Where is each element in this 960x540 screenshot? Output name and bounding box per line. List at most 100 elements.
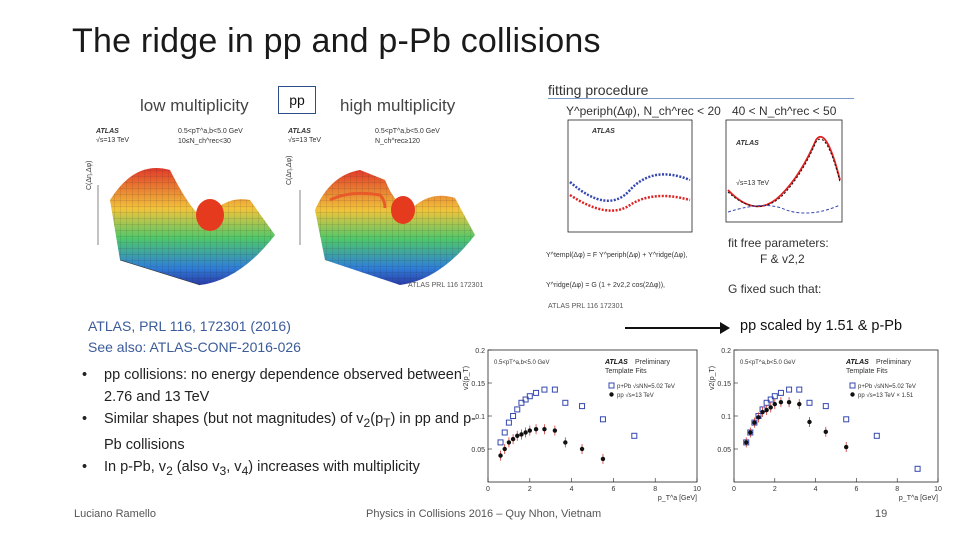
energy-label-high: √s=13 TeV bbox=[288, 137, 322, 144]
data-point-pp bbox=[823, 429, 828, 435]
high-nch-label: N_ch^rec≥120 bbox=[375, 138, 420, 145]
preliminary-label: Preliminary bbox=[635, 359, 671, 366]
x-tick-label: 2 bbox=[528, 486, 532, 493]
plot-frame bbox=[487, 349, 698, 483]
data-point-ppb bbox=[505, 419, 512, 426]
x-tick-label: 8 bbox=[895, 486, 899, 493]
data-point-pp bbox=[768, 405, 773, 410]
fit-free-params-2: F & v2,2 bbox=[760, 252, 805, 266]
fit-plot-left bbox=[567, 119, 693, 233]
data-point-ppb bbox=[599, 416, 606, 423]
data-point-ppb bbox=[518, 399, 525, 406]
slide-number: 19 bbox=[875, 508, 888, 520]
data-point-ppb bbox=[777, 389, 784, 396]
data-point-pp bbox=[844, 444, 849, 450]
data-point-ppb bbox=[786, 386, 793, 393]
y-tick-label: 0.2 bbox=[721, 348, 731, 355]
pp-box: pp bbox=[278, 86, 316, 114]
bullet-1: pp collisions: no energy dependence obse… bbox=[78, 364, 478, 408]
data-point-ppb bbox=[522, 396, 529, 403]
x-tick-label: 4 bbox=[570, 486, 574, 493]
atlas-label-low: ATLAS bbox=[96, 128, 119, 135]
fit-right-black bbox=[727, 138, 841, 207]
arrow-head bbox=[720, 322, 730, 334]
legend-label: pp √s=13 TeV × 1.51 bbox=[858, 392, 914, 399]
fit-right-red bbox=[727, 135, 841, 208]
data-point-pp bbox=[533, 427, 539, 432]
data-point-ppb bbox=[914, 465, 921, 472]
references: ATLAS, PRL 116, 172301 (2016) See also: … bbox=[88, 316, 301, 358]
data-point-pp bbox=[797, 401, 802, 407]
y-axis-label: v2(p_T) bbox=[463, 366, 470, 390]
v2-chart-left: 0.05 0.1 0.15 0.2 0 2 4 6 8 10 p_T^a [GeV] v2(p_T) A… bbox=[463, 348, 701, 502]
data-point-ppb bbox=[806, 399, 813, 406]
data-point-ppb bbox=[533, 389, 540, 396]
fit-right-blue bbox=[727, 204, 841, 214]
x-tick-label: 6 bbox=[611, 486, 615, 493]
data-point-pp bbox=[772, 401, 777, 407]
data-point-ppb bbox=[631, 432, 638, 439]
x-tick-label: 2 bbox=[773, 486, 777, 493]
surface-high-peak bbox=[391, 196, 415, 224]
low-multiplicity-label: low multiplicity bbox=[140, 96, 249, 115]
data-point-ppb bbox=[497, 439, 504, 446]
data-point-pp bbox=[510, 436, 516, 442]
data-point-pp bbox=[786, 399, 792, 405]
fit-right-title: 40 < N_ch^rec < 50 bbox=[732, 104, 837, 118]
legend-label: p+Pb √sNN=5.02 TeV bbox=[617, 383, 675, 390]
v2-chart-right: 0.05 0.1 0.15 0.2 0 2 4 6 8 10 p_T^a [GeV] v2(p_T) A… bbox=[709, 348, 942, 502]
preliminary-label: Preliminary bbox=[876, 359, 912, 366]
prl-small: ATLAS PRL 116 172301 bbox=[548, 303, 624, 310]
surface-plot-low bbox=[97, 168, 275, 286]
surface-ylabel-low: C(Δη,Δφ) bbox=[86, 160, 93, 190]
data-point-pp bbox=[552, 428, 558, 433]
plot-frame bbox=[733, 349, 939, 483]
data-point-pp bbox=[579, 446, 585, 452]
x-axis-label: p_T^a [GeV] bbox=[658, 495, 697, 502]
prl-label: ATLAS PRL 116 172301 bbox=[408, 282, 484, 289]
y-tick-label: 0.05 bbox=[717, 447, 731, 454]
x-tick-label: 10 bbox=[693, 486, 701, 493]
bullet-list: pp collisions: no energy dependence obse… bbox=[78, 364, 478, 482]
x-tick-label: 0 bbox=[486, 486, 490, 493]
eq2: Y^ridge(Δφ) = G (1 + 2v2,2 cos(2Δφ)), bbox=[546, 282, 665, 289]
g-fixed: G fixed such that: bbox=[728, 282, 822, 296]
y-tick-label: 0.15 bbox=[717, 381, 731, 388]
data-point-ppb bbox=[562, 399, 569, 406]
surface-low-peak bbox=[196, 199, 224, 231]
x-tick-label: 0 bbox=[732, 486, 736, 493]
template-label: Template Fits bbox=[605, 368, 647, 375]
fit-right-energy: √s=13 TeV bbox=[736, 180, 770, 187]
cut-label: 0.5<pT^a,b<5.0 GeV bbox=[740, 360, 796, 366]
x-tick-label: 10 bbox=[934, 486, 942, 493]
legend-label: p+Pb √sNN=5.02 TeV bbox=[858, 383, 916, 390]
data-point-pp bbox=[764, 407, 769, 413]
cut-label: 0.5<pT^a,b<5.0 GeV bbox=[494, 360, 550, 366]
data-point-ppb bbox=[579, 403, 586, 410]
x-axis-label: p_T^a [GeV] bbox=[899, 495, 938, 502]
data-point-pp bbox=[748, 430, 753, 435]
fit-left-blue bbox=[569, 173, 691, 203]
ref-line-1: ATLAS, PRL 116, 172301 (2016) bbox=[88, 318, 291, 334]
data-point-pp bbox=[756, 415, 761, 420]
fit-right-atlas: ATLAS bbox=[736, 140, 759, 147]
data-point-pp bbox=[760, 409, 765, 415]
legend-label: pp √s=13 TeV bbox=[617, 392, 654, 399]
data-point-pp bbox=[519, 432, 524, 437]
data-point-pp bbox=[752, 420, 757, 425]
y-tick-label: 0.15 bbox=[471, 381, 485, 388]
footer-conference: Physics in Collisions 2016 – Quy Nhon, V… bbox=[366, 508, 602, 520]
high-multiplicity-label: high multiplicity bbox=[340, 96, 456, 115]
data-point-ppb bbox=[510, 413, 517, 419]
data-point-ppb bbox=[526, 393, 533, 400]
y-axis-label: v2(p_T) bbox=[709, 366, 716, 390]
data-point-ppb bbox=[843, 416, 850, 423]
data-point-pp bbox=[744, 440, 749, 445]
atlas-label: ATLAS bbox=[845, 359, 869, 366]
fitting-rule bbox=[548, 98, 854, 99]
x-tick-label: 6 bbox=[854, 486, 858, 493]
data-point-pp bbox=[502, 446, 507, 452]
legend-marker-pp bbox=[850, 392, 855, 397]
data-point-ppb bbox=[796, 386, 803, 393]
data-point-pp bbox=[506, 440, 512, 445]
